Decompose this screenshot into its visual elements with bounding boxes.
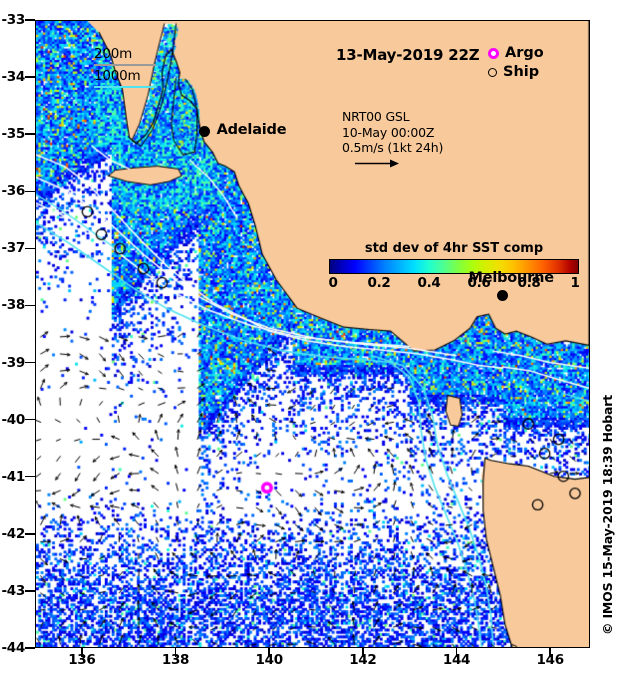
colorbar-tick-label: 0.6 xyxy=(467,275,491,291)
marker-legend: Argo Ship xyxy=(488,44,544,82)
y-tick-mark xyxy=(25,590,35,592)
city-label: Adelaide xyxy=(216,122,287,139)
colorbar-gradient xyxy=(329,259,579,274)
y-tick-label: -33 xyxy=(1,12,26,28)
y-tick-label: -43 xyxy=(1,582,26,599)
colorbar: std dev of 4hr SST comp 0 0.2 0.4 0.6 0.8 1 xyxy=(328,241,580,291)
x-tick-label: 138 xyxy=(161,652,190,668)
y-tick-label: -40 xyxy=(1,411,26,428)
legend-row-ship: Ship xyxy=(488,63,544,82)
depth-200-label: 200m xyxy=(94,46,133,62)
y-tick-mark xyxy=(25,304,35,307)
y-tick-mark xyxy=(25,76,35,78)
city-dot xyxy=(496,290,508,302)
legend-row-argo: Argo xyxy=(488,44,544,63)
depth-200-line-swatch xyxy=(94,64,156,66)
annotation-line-2: 10-May 00:00Z xyxy=(342,124,435,140)
x-tick-mark xyxy=(81,648,83,657)
annotation-line-1: NRT00 GSL xyxy=(342,109,410,124)
map-title-date: 13-May-2019 22Z xyxy=(336,46,480,64)
x-tick-label: 146 xyxy=(536,652,565,668)
y-tick-label: -39 xyxy=(1,354,26,371)
y-tick-label: -37 xyxy=(1,240,26,257)
x-tick-label: 142 xyxy=(349,652,377,668)
city-label: Melbourne xyxy=(468,269,554,286)
city-dot xyxy=(199,125,211,137)
legend-argo-label: Argo xyxy=(505,45,544,61)
y-tick-label: -34 xyxy=(1,69,26,86)
y-tick-mark xyxy=(25,533,35,535)
x-tick-label: 136 xyxy=(68,652,96,668)
velocity-reference-arrow-icon xyxy=(355,159,399,167)
x-tick-label: 144 xyxy=(442,652,471,668)
x-tick-mark xyxy=(174,648,177,657)
y-tick-mark xyxy=(25,19,35,21)
y-tick-mark xyxy=(25,190,35,193)
sst-raster-canvas xyxy=(36,21,589,647)
argo-marker-icon xyxy=(488,48,499,59)
colorbar-tick-label: 0.4 xyxy=(417,275,441,291)
x-tick-mark xyxy=(362,648,364,657)
y-tick-label: -42 xyxy=(1,525,26,542)
ship-marker-icon xyxy=(488,68,497,77)
annotation-line-3: 0.5m/s (1kt 24h) xyxy=(342,140,444,155)
colorbar-tick-label: 0.2 xyxy=(367,275,391,291)
depth-1000-label: 1000m xyxy=(94,68,141,84)
y-tick-mark xyxy=(25,133,35,135)
depth-1000-line-swatch xyxy=(94,86,156,88)
colorbar-tick-label: 0.8 xyxy=(517,275,541,291)
x-tick-label: 140 xyxy=(255,652,284,668)
y-tick-label: -36 xyxy=(1,183,26,200)
colorbar-tick-label: 1 xyxy=(570,275,580,291)
y-tick-mark xyxy=(25,647,35,649)
y-tick-label: -41 xyxy=(1,468,26,485)
y-tick-mark xyxy=(25,361,35,364)
map-plot-area[interactable]: 13-May-2019 22Z Argo Ship 200m 1000m NRT… xyxy=(35,20,590,648)
y-tick-mark xyxy=(25,247,35,250)
colorbar-tick-labels: 0 0.2 0.4 0.6 0.8 1 xyxy=(328,275,580,291)
y-tick-mark xyxy=(25,418,35,421)
x-tick-mark xyxy=(549,648,551,657)
y-tick-label: -38 xyxy=(1,297,26,314)
x-tick-mark xyxy=(268,648,270,657)
y-tick-mark xyxy=(25,475,35,478)
credit-text: © IMOS 15-May-2019 18:39 Hobart xyxy=(600,395,615,635)
colorbar-title: std dev of 4hr SST comp xyxy=(364,241,544,256)
colorbar-tick-label: 0 xyxy=(328,275,338,291)
y-tick-label: -44 xyxy=(1,640,26,656)
x-tick-mark xyxy=(455,648,458,657)
velocity-model-annotation: NRT00 GSL 10-May 00:00Z 0.5m/s (1kt 24h) xyxy=(342,109,443,172)
legend-ship-label: Ship xyxy=(503,64,540,80)
depth-contour-key: 200m 1000m xyxy=(94,46,156,90)
y-tick-label: -35 xyxy=(1,126,26,143)
